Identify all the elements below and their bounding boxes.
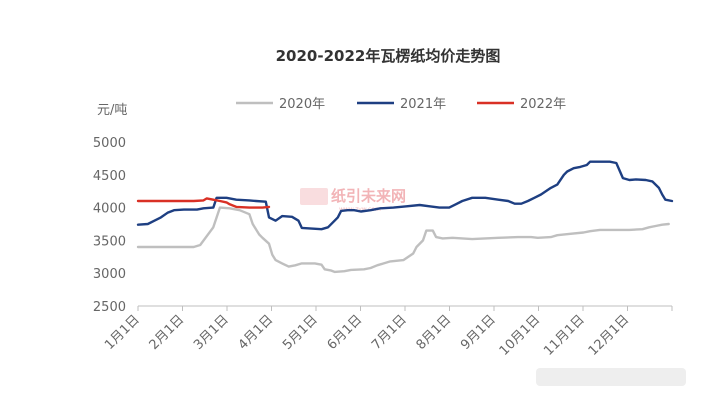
chart-legend: 2020年 2021年 2022年: [236, 97, 566, 112]
x-tick-label: 12月1日: [586, 312, 633, 359]
credit-blur-block: [536, 368, 686, 386]
legend-label: 2020年: [279, 97, 325, 112]
x-tick-label: 5月1日: [280, 312, 321, 353]
watermark: 纸引未来网 www.zyw.com: [300, 187, 406, 213]
y-tick-label: 2500: [93, 300, 126, 315]
watermark-subtext: www.zyw.com: [339, 206, 381, 213]
series-line-3: [136, 197, 271, 209]
x-tick-label: 10月1日: [497, 312, 544, 359]
x-tick-label: 8月1日: [414, 312, 455, 353]
y-tick-label: 4000: [93, 202, 126, 217]
y-tick-label: 3500: [93, 234, 126, 249]
y-tick-label: 4500: [93, 169, 126, 184]
x-tick-label: 11月1日: [541, 312, 588, 359]
legend-label: 2021年: [400, 97, 446, 112]
series-lines: [136, 160, 674, 274]
x-axis: 1月1日 2月1日 3月1日 4月1日 5月1日 6月1日 7月1日 8月1日 9月1日10月1…: [102, 306, 673, 359]
y-tick-label: 3000: [93, 267, 126, 282]
y-tick-label: 5000: [93, 136, 126, 151]
x-tick-label: 6月1日: [325, 312, 366, 353]
x-tick-label: 9月1日: [458, 312, 499, 353]
x-tick-label: 2月1日: [147, 312, 188, 353]
series-line-1: [136, 206, 670, 274]
watermark-logo-mark: [300, 188, 328, 205]
legend-label: 2022年: [520, 97, 566, 112]
series-line-2: [136, 160, 674, 231]
blurred-credit: [536, 368, 686, 386]
watermark-text: 纸引未来网: [331, 187, 406, 205]
x-tick-label: 7月1日: [369, 312, 410, 353]
chart-title: 2020-2022年瓦楞纸均价走势图: [276, 47, 501, 65]
x-tick-label: 4月1日: [236, 312, 277, 353]
x-tick-label: 3月1日: [191, 312, 232, 353]
y-axis: 2500 3000 3500 4000 4500 5000: [93, 136, 126, 315]
y-axis-unit-label: 元/吨: [97, 103, 127, 118]
x-tick-label: 1月1日: [102, 312, 143, 353]
